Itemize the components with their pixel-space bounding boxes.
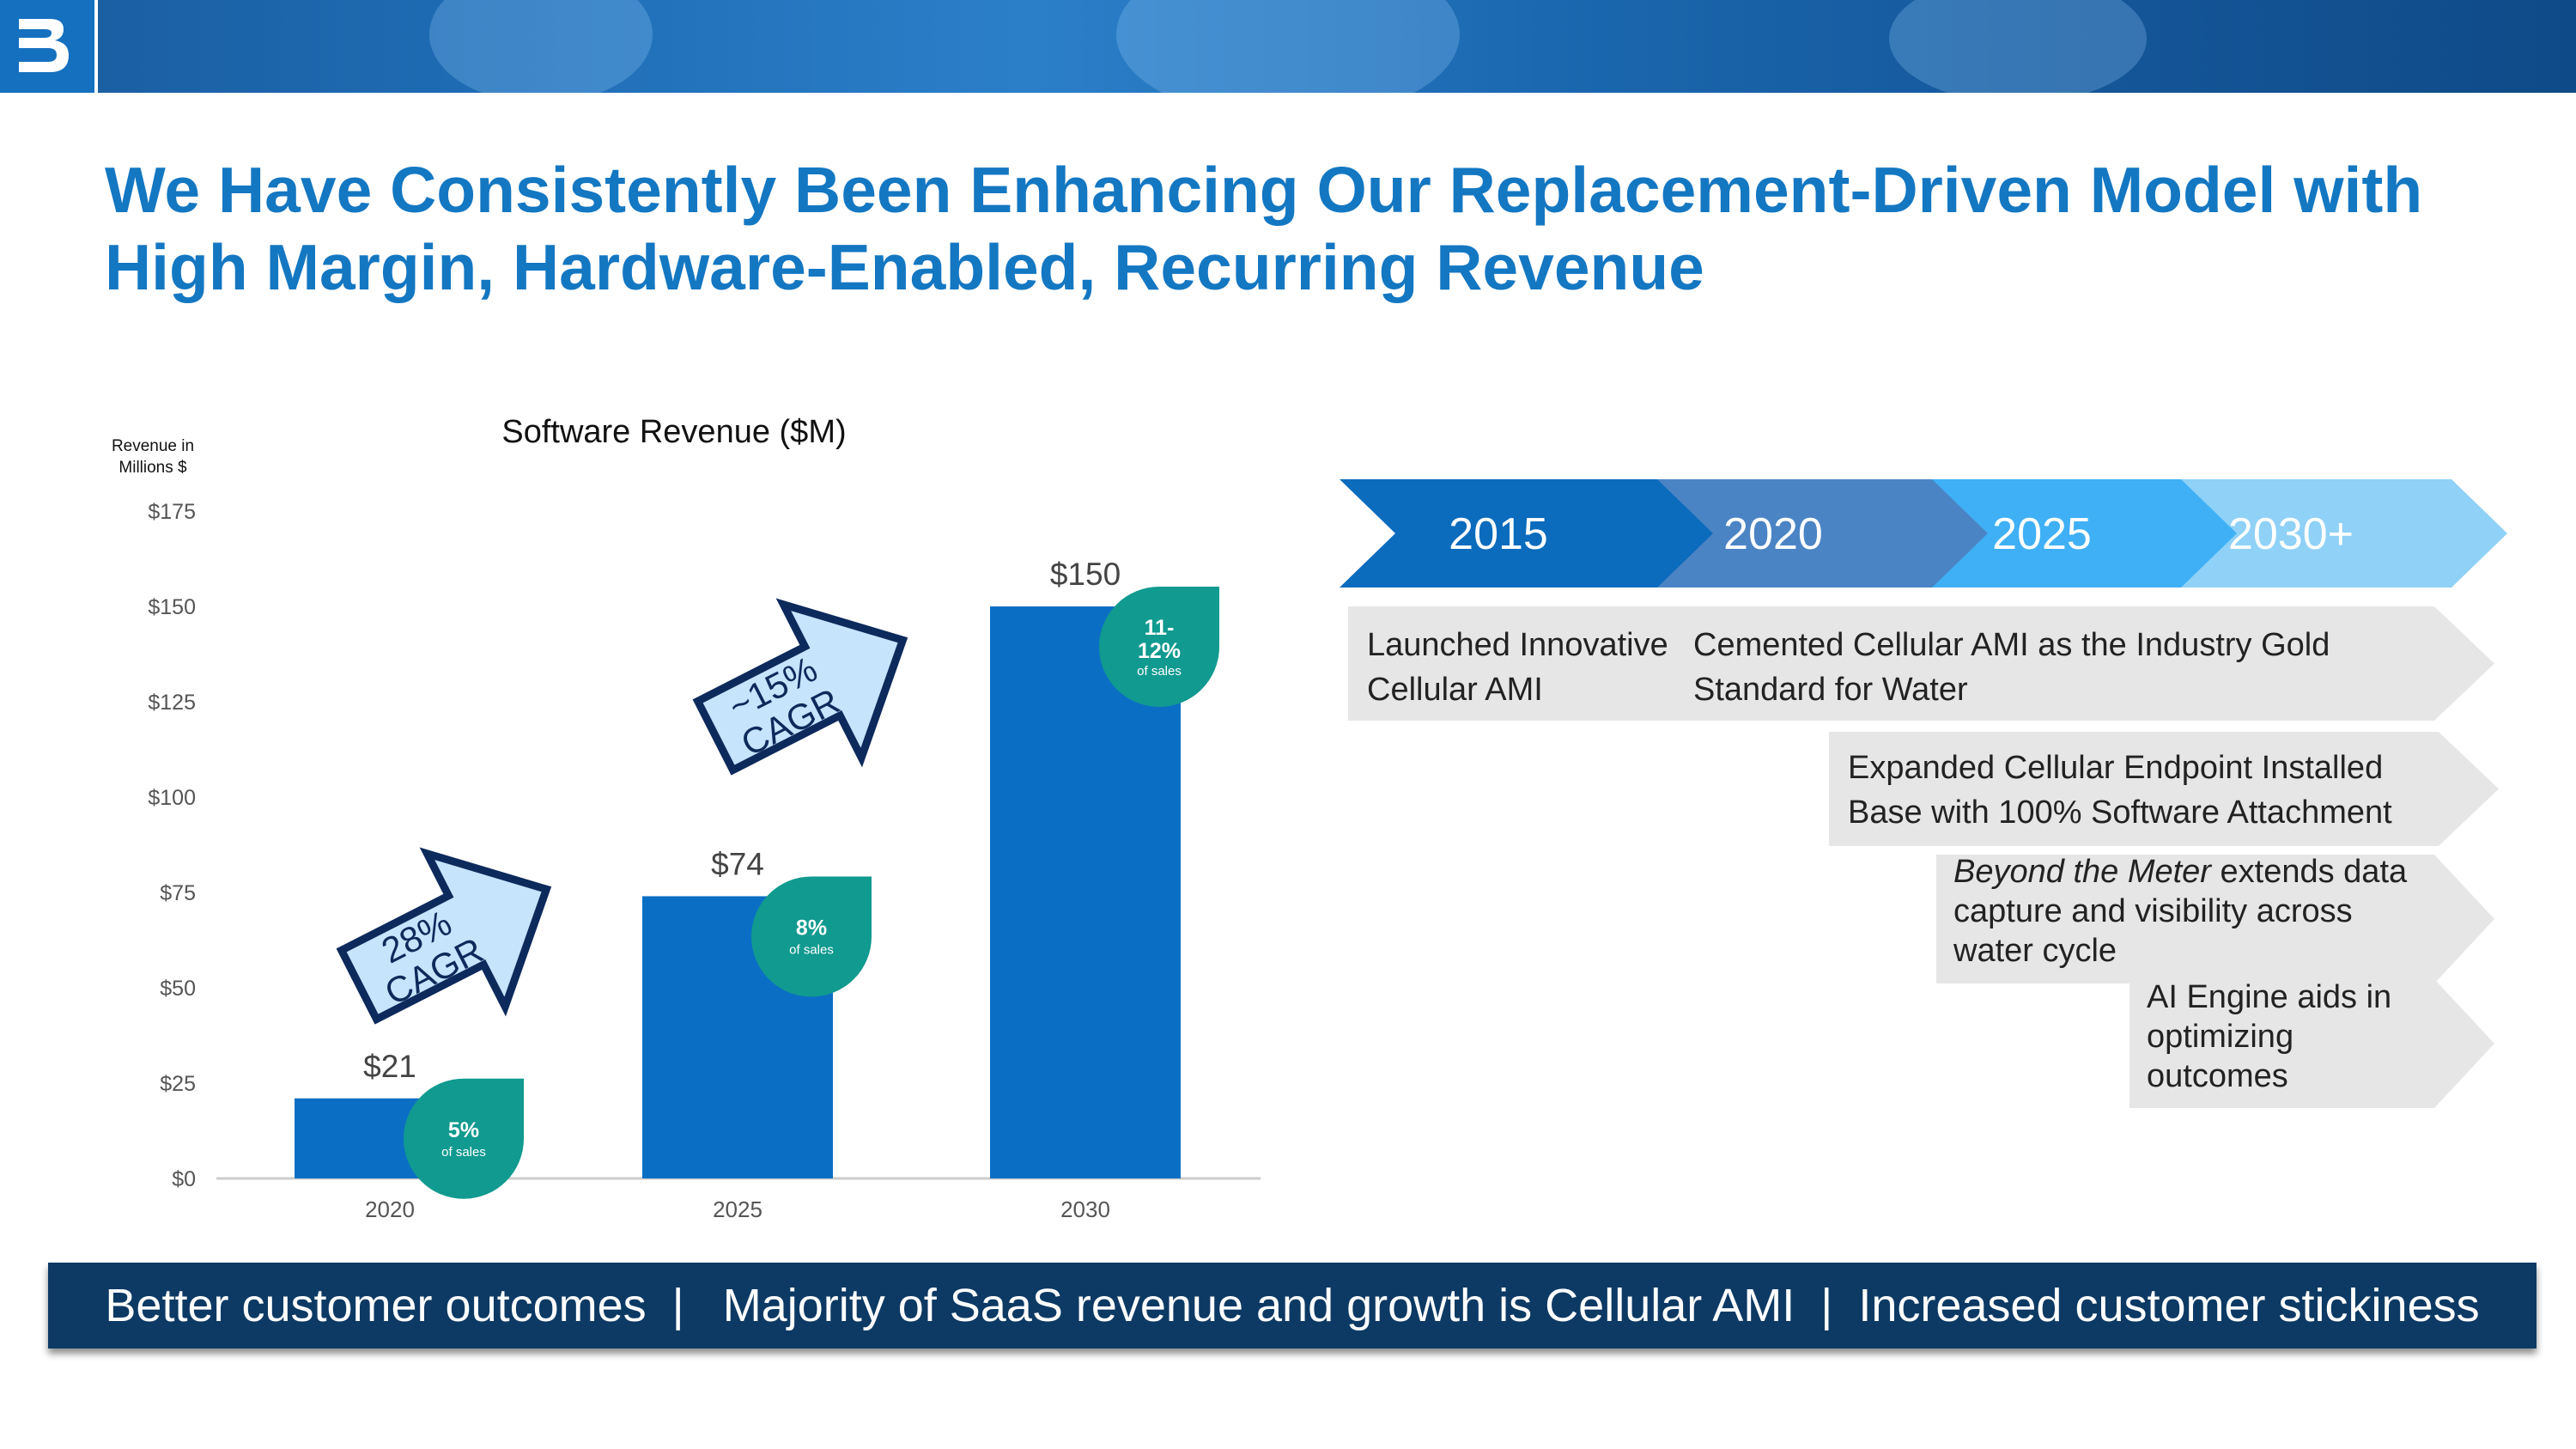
y-tick-label: $25 xyxy=(160,1072,196,1096)
milestone-text: Expanded Cellular Endpoint Installed Base… xyxy=(1848,750,2392,831)
milestone-box xyxy=(1679,606,2494,721)
milestone-text: Beyond the Meter extends data capture and… xyxy=(1953,854,2408,969)
milestone-text: AI Engine aids in optimizing outcomes xyxy=(2147,979,2391,1094)
y-tick-label: $100 xyxy=(148,786,196,810)
y-tick-label: $125 xyxy=(148,691,196,715)
logo-icon xyxy=(19,19,69,72)
y-tick-label: $75 xyxy=(160,881,196,905)
timeline-years: 2015 2020 2025 2030+ xyxy=(1340,479,2507,588)
milestone-box xyxy=(1348,606,1704,721)
y-axis-label-line1: Revenue in xyxy=(112,437,194,455)
software-revenue-chart: Software Revenue ($M) Revenue in Million… xyxy=(112,414,1261,1222)
timeline-chevron-2025 xyxy=(1880,479,2237,588)
milestone-box xyxy=(1936,855,2494,983)
timeline-chevron-2020 xyxy=(1610,479,1988,588)
milestone-box xyxy=(2129,979,2494,1108)
timeline-year-label: 2025 xyxy=(1992,509,2092,559)
milestone-box xyxy=(1829,732,2499,846)
timeline-chevron-2015 xyxy=(1340,479,1713,588)
badge-subtitle: of sales xyxy=(1137,664,1182,679)
badge-subtitle: of sales xyxy=(789,942,834,957)
cagr-arrow-2020-2025: 28% CAGR xyxy=(336,847,552,1025)
y-tick-label: $150 xyxy=(148,595,196,619)
chart-title: Software Revenue ($M) xyxy=(501,414,846,450)
cagr-arrows: 28% CAGR ~15% CAGR xyxy=(336,598,908,1025)
badge-percent: 5% xyxy=(448,1118,479,1142)
company-logo xyxy=(0,0,98,93)
timeline-chevron-2030+ xyxy=(2134,479,2507,588)
y-axis-ticks: $0 $25 $50 $75 $100 $125 $150 $175 xyxy=(148,500,196,1191)
y-tick-label: $0 xyxy=(172,1167,196,1191)
bar-value-label: $21 xyxy=(363,1049,416,1084)
badge-percent: 8% xyxy=(796,916,827,940)
milestone-text: Launched Innovative Cellular AMI xyxy=(1367,627,1668,708)
pct-of-sales-badge xyxy=(1099,587,1219,707)
slide-title: We Have Consistently Been Enhancing Our … xyxy=(105,154,2423,303)
x-tick-label: 2020 xyxy=(365,1196,415,1222)
badge-percent-line2: 12% xyxy=(1138,639,1181,663)
milestone-text: Cemented Cellular AMI as the Industry Go… xyxy=(1693,627,2330,708)
x-tick-label: 2030 xyxy=(1060,1196,1110,1222)
timeline-year-label: 2020 xyxy=(1723,509,1823,559)
pct-of-sales-badge xyxy=(404,1078,524,1199)
bar-value-label: $150 xyxy=(1050,557,1121,592)
bottom-banner-text: Better customer outcomes | Majority of S… xyxy=(105,1280,2480,1331)
x-axis-ticks: 2020 2025 2030 xyxy=(365,1196,1110,1222)
pct-of-sales-badge xyxy=(751,876,872,997)
y-axis-label-line2: Millions $ xyxy=(118,459,187,477)
x-tick-label: 2025 xyxy=(713,1196,762,1222)
header-band xyxy=(0,0,2576,93)
y-tick-label: $50 xyxy=(160,977,196,1001)
badge-subtitle: of sales xyxy=(441,1145,486,1160)
timeline-year-label: 2030+ xyxy=(2228,509,2354,559)
timeline-year-label: 2015 xyxy=(1449,509,1548,559)
y-tick-label: $175 xyxy=(148,500,196,524)
timeline-milestones: Cemented Cellular AMI as the Industry Go… xyxy=(1348,606,2499,1108)
bottom-banner: Better customer outcomes | Majority of S… xyxy=(48,1263,2537,1349)
milestone-timeline: 2015 2020 2025 2030+ Cemented Cellular AMI … xyxy=(1340,479,2507,1108)
bar-value-label: $74 xyxy=(711,846,764,881)
badge-percent: 11- xyxy=(1145,616,1175,640)
cagr-arrow-2025-2030: ~15% CAGR xyxy=(692,598,908,776)
